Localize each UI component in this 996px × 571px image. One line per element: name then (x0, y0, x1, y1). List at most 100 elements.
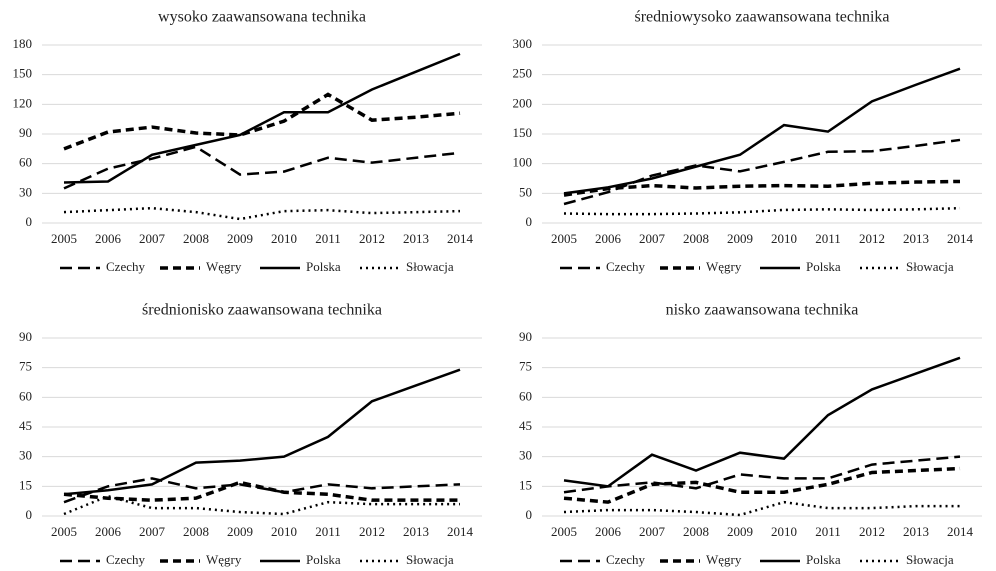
legend-label: Słowacja (406, 552, 454, 567)
series-line (563, 466, 961, 504)
series-line (563, 206, 961, 216)
x-tick-label: 2009 (727, 524, 753, 539)
x-tick-label: 2011 (315, 231, 341, 246)
x-tick-label: 2011 (315, 524, 341, 539)
series-line (63, 368, 461, 496)
y-tick-label: 30 (19, 184, 32, 199)
legend-label: Polska (306, 552, 341, 567)
x-tick-label: 2006 (595, 231, 622, 246)
y-tick-label: 100 (513, 155, 533, 170)
x-tick-label: 2012 (359, 231, 385, 246)
legend-label: Słowacja (906, 552, 954, 567)
legend-label: Słowacja (406, 259, 454, 274)
x-tick-label: 2012 (859, 524, 885, 539)
series-line (63, 494, 460, 516)
x-tick-label: 2013 (903, 231, 929, 246)
series-line (563, 455, 961, 494)
y-tick-label: 15 (19, 477, 32, 492)
x-tick-label: 2010 (271, 524, 297, 539)
series-line (63, 52, 461, 184)
x-tick-label: 2007 (139, 231, 166, 246)
x-tick-label: 2011 (815, 231, 841, 246)
y-tick-label: 30 (519, 448, 532, 463)
x-tick-label: 2005 (551, 231, 577, 246)
series-line (563, 356, 961, 488)
x-tick-label: 2007 (639, 524, 666, 539)
legend-label: Polska (306, 259, 341, 274)
x-tick-label: 2014 (447, 231, 474, 246)
x-tick-label: 2014 (947, 231, 974, 246)
x-tick-label: 2011 (815, 524, 841, 539)
y-tick-label: 300 (513, 36, 533, 51)
x-tick-label: 2014 (447, 524, 474, 539)
x-tick-label: 2008 (683, 524, 709, 539)
y-tick-label: 200 (513, 95, 533, 110)
y-tick-label: 60 (19, 155, 32, 170)
x-tick-label: 2009 (227, 231, 253, 246)
chart-title: średniowysoko zaawansowana technika (634, 9, 889, 26)
y-tick-label: 45 (19, 418, 32, 433)
y-tick-label: 120 (13, 95, 33, 110)
y-tick-label: 75 (19, 359, 32, 374)
x-tick-label: 2010 (771, 231, 797, 246)
legend-label: Czechy (106, 259, 145, 274)
series-line (563, 179, 961, 197)
x-tick-label: 2008 (183, 231, 209, 246)
legend-label: Czechy (106, 552, 145, 567)
y-tick-label: 0 (26, 507, 33, 522)
legend-label: Czechy (606, 552, 645, 567)
series-line (63, 480, 460, 502)
chart-title: nisko zaawansowana technika (666, 302, 859, 319)
x-tick-label: 2013 (903, 524, 929, 539)
series-line (63, 92, 461, 151)
y-tick-label: 0 (526, 214, 533, 229)
x-tick-label: 2007 (639, 231, 666, 246)
series-line (563, 67, 961, 195)
y-tick-label: 60 (519, 388, 532, 403)
legend-label: Słowacja (906, 259, 954, 274)
y-tick-label: 75 (519, 359, 532, 374)
x-tick-label: 2007 (139, 524, 166, 539)
y-tick-label: 90 (19, 329, 32, 344)
y-tick-label: 0 (526, 507, 533, 522)
y-tick-label: 50 (519, 184, 532, 199)
y-tick-label: 15 (519, 477, 532, 492)
legend-label: Polska (806, 552, 841, 567)
legend-label: Czechy (606, 259, 645, 274)
x-tick-label: 2009 (227, 524, 253, 539)
x-tick-label: 2012 (859, 231, 885, 246)
legend-label: Polska (806, 259, 841, 274)
y-tick-label: 150 (13, 66, 33, 81)
x-tick-label: 2005 (551, 524, 577, 539)
chart-title: wysoko zaawansowana technika (158, 9, 366, 26)
x-tick-label: 2006 (95, 231, 122, 246)
y-tick-label: 45 (519, 418, 532, 433)
x-tick-label: 2005 (51, 231, 77, 246)
legend-label: Węgry (706, 552, 742, 567)
x-tick-label: 2008 (683, 231, 709, 246)
y-tick-label: 250 (513, 66, 533, 81)
series-line (563, 500, 960, 517)
legend-label: Węgry (706, 259, 742, 274)
series-line (63, 145, 461, 190)
series-line (63, 206, 461, 221)
legend-label: Węgry (206, 259, 242, 274)
x-tick-label: 2006 (95, 524, 122, 539)
x-tick-label: 2009 (727, 231, 753, 246)
x-tick-label: 2014 (947, 524, 974, 539)
series-line (563, 138, 961, 206)
x-tick-label: 2010 (771, 524, 797, 539)
x-tick-label: 2013 (403, 231, 429, 246)
x-tick-label: 2005 (51, 524, 77, 539)
x-tick-label: 2012 (359, 524, 385, 539)
y-tick-label: 0 (26, 214, 33, 229)
y-tick-label: 60 (19, 388, 32, 403)
y-tick-label: 90 (519, 329, 532, 344)
y-tick-label: 180 (13, 36, 33, 51)
chart-title: średnionisko zaawansowana technika (142, 302, 382, 319)
x-tick-label: 2006 (595, 524, 622, 539)
x-tick-label: 2013 (403, 524, 429, 539)
y-tick-label: 90 (19, 125, 32, 140)
x-tick-label: 2010 (271, 231, 297, 246)
